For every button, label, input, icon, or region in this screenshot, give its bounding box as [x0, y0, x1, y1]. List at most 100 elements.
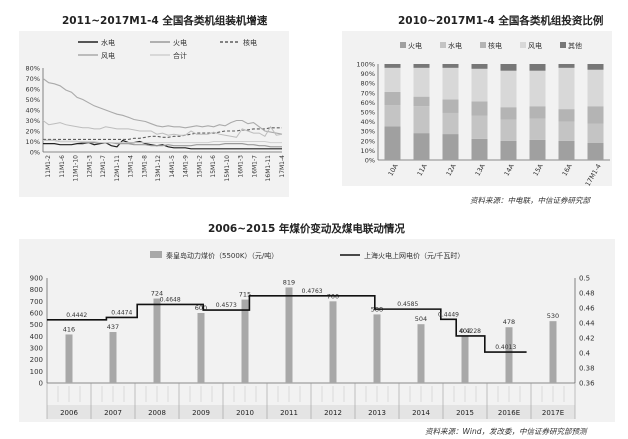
- left-y-tick-label: 80%: [26, 65, 40, 73]
- bottom-step-label: 0.4442: [66, 312, 87, 319]
- bottom-left-tick-label: 900: [30, 275, 43, 283]
- bottom-left-tick-label: 600: [30, 310, 43, 318]
- right-y-tick-label: 40%: [361, 118, 375, 126]
- bottom-year-label: 2008: [148, 409, 166, 417]
- bottom-coal-bar: [241, 299, 249, 383]
- right-bar-segment: [471, 64, 488, 69]
- right-legend-swatch: [440, 42, 446, 48]
- bottom-bar-label: 715: [239, 291, 251, 299]
- right-legend-swatch: [560, 42, 566, 48]
- bottom-legend-label-bar: 秦皇岛动力煤价（5500K）（元/吨）: [166, 251, 278, 260]
- bottom-step-label: 0.4585: [397, 301, 418, 308]
- bottom-left-tick-label: 700: [30, 298, 43, 306]
- left-x-tick-label: 14M1-9: [183, 155, 190, 178]
- bottom-chart-panel: [19, 239, 615, 422]
- left-series-line-0: [43, 139, 282, 150]
- left-y-tick-label: 60%: [26, 86, 40, 94]
- left-series-line-1: [43, 139, 282, 148]
- bottom-coal-bar: [197, 313, 205, 383]
- right-legend-label: 其他: [568, 41, 582, 50]
- bottom-bar-label: 530: [547, 312, 559, 320]
- left-y-tick-label: 30%: [26, 117, 40, 125]
- bottom-right-tick-label: 0.46: [579, 305, 595, 313]
- bottom-chart-source: 资料来源：Wind，发改委，中信证券研究部预测: [425, 427, 587, 436]
- bottom-year-label: 2011: [280, 409, 298, 417]
- bottom-bar-label: 819: [283, 278, 295, 286]
- bottom-bar-label: 504: [415, 315, 427, 323]
- left-legend-label: 水电: [101, 38, 115, 47]
- bottom-bar-label: 724: [151, 290, 163, 298]
- right-bar-segment: [384, 105, 401, 127]
- bottom-year-label: 2012: [324, 409, 342, 417]
- bottom-left-tick-label: 400: [30, 333, 43, 341]
- left-x-tick-label: 15M1-6: [210, 155, 217, 178]
- bottom-right-tick-label: 0.5: [579, 275, 590, 283]
- right-legend-label: 风电: [528, 41, 542, 50]
- left-x-tick-label: 11M1-6: [59, 155, 66, 178]
- right-bar-segment: [500, 119, 517, 141]
- right-bar-segment: [413, 133, 430, 160]
- right-bar-segment: [529, 106, 546, 119]
- right-bar-segment: [442, 64, 459, 68]
- bottom-step-label: 0.4228: [460, 328, 481, 335]
- right-bar-segment: [442, 134, 459, 160]
- right-bar-segment: [558, 64, 575, 68]
- bottom-bar-label: 437: [107, 323, 119, 331]
- right-legend-label: 火电: [408, 41, 422, 50]
- right-bar-segment: [587, 123, 604, 143]
- left-y-tick-label: 0%: [30, 149, 40, 157]
- right-bar-segment: [413, 64, 430, 68]
- bottom-left-tick-label: 800: [30, 286, 43, 294]
- right-bar-segment: [384, 67, 401, 92]
- bottom-step-label: 0.4763: [302, 288, 323, 295]
- right-bar-segment: [587, 106, 604, 124]
- bottom-step-label: 0.4573: [216, 302, 237, 309]
- bottom-coal-bar: [109, 332, 117, 383]
- right-bar-segment: [529, 70, 546, 107]
- left-x-tick-label: 11M1-2: [45, 155, 52, 178]
- bottom-year-label: 2007: [104, 409, 122, 417]
- right-legend-swatch: [400, 42, 406, 48]
- bottom-year-label: 2015: [456, 409, 474, 417]
- bottom-year-label: 2017E: [542, 409, 564, 417]
- bottom-left-tick-label: 0: [39, 380, 43, 388]
- right-bar-segment: [471, 115, 488, 139]
- bottom-left-tick-label: 100: [30, 368, 43, 376]
- right-bar-segment: [384, 64, 401, 68]
- right-legend-label: 水电: [448, 41, 462, 50]
- bottom-step-label: 0.4449: [438, 311, 459, 318]
- bottom-year-label: 2013: [368, 409, 386, 417]
- left-x-tick-label: 13M1-4: [128, 155, 135, 178]
- bottom-coal-bar: [153, 298, 161, 383]
- right-y-tick-label: 100%: [356, 61, 375, 69]
- right-bar-segment: [500, 140, 517, 160]
- right-bar-segment: [558, 121, 575, 141]
- bottom-coal-bar: [373, 314, 381, 383]
- right-chart-source: 资料来源：中电联，中信证券研究部: [470, 196, 590, 205]
- bottom-left-tick-label: 300: [30, 345, 43, 353]
- right-bar-segment: [413, 67, 430, 97]
- right-legend-swatch: [520, 42, 526, 48]
- bottom-coal-bar: [549, 321, 557, 383]
- left-series-line-2: [43, 127, 282, 140]
- bottom-year-label: 2006: [60, 409, 78, 417]
- bottom-step-label: 0.4648: [160, 296, 181, 303]
- left-x-tick-label: 13M1-12: [155, 155, 162, 182]
- right-bar-segment: [442, 67, 459, 100]
- left-y-tick-label: 50%: [26, 96, 40, 104]
- left-chart-title: 2011~2017M1-4 全国各类机组装机增速: [62, 15, 268, 27]
- right-bar-segment: [587, 142, 604, 160]
- bottom-right-tick-label: 0.42: [579, 335, 595, 343]
- bottom-right-tick-label: 0.44: [579, 320, 595, 328]
- bottom-left-tick-label: 500: [30, 321, 43, 329]
- right-bar-segment: [471, 138, 488, 160]
- right-y-tick-label: 10%: [361, 147, 375, 155]
- bottom-bar-label: 478: [503, 318, 515, 326]
- right-y-tick-label: 60%: [361, 99, 375, 107]
- bottom-bar-label: 416: [63, 325, 75, 333]
- right-y-tick-label: 70%: [361, 89, 375, 97]
- bottom-chart-title: 2006~2015 年煤价变动及煤电联动情况: [208, 223, 405, 235]
- right-bar-segment: [384, 126, 401, 160]
